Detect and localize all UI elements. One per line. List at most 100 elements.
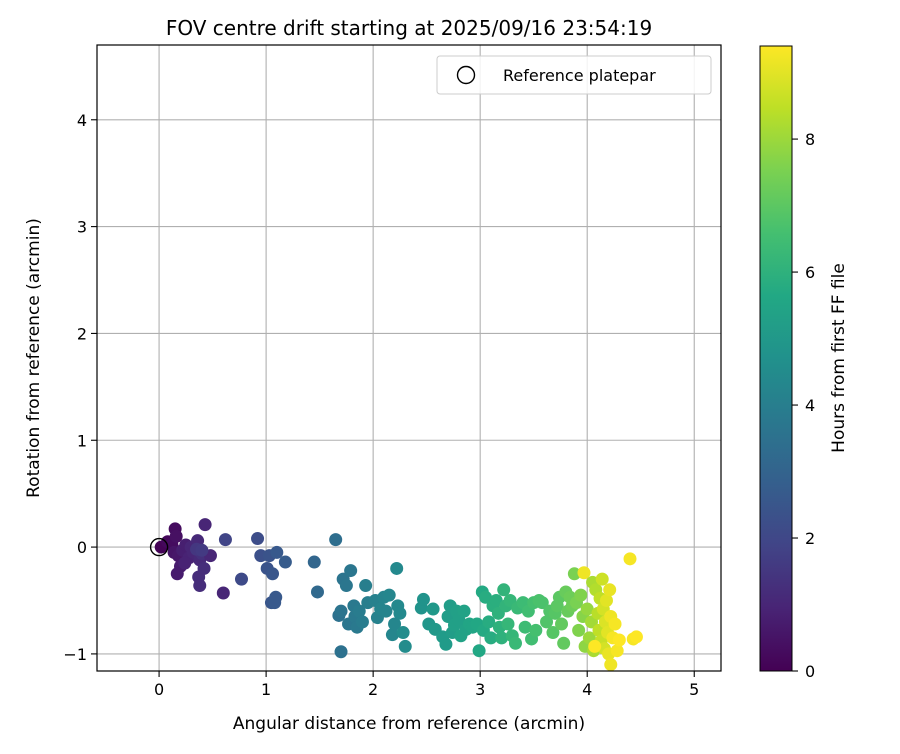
colorbar-tick-label: 0 <box>805 662 815 681</box>
data-point <box>216 586 230 600</box>
data-point <box>457 604 471 618</box>
x-tick-label: 4 <box>582 680 592 699</box>
data-point <box>546 626 560 640</box>
colorbar-tick-label: 2 <box>805 529 815 548</box>
data-point <box>495 631 509 645</box>
data-point <box>572 623 586 637</box>
colorbar: 0 2 4 6 8 Hours from first FF file <box>759 45 849 681</box>
data-point <box>352 604 366 618</box>
data-point <box>339 579 353 593</box>
data-point <box>251 532 265 546</box>
data-point <box>555 617 569 631</box>
data-point <box>479 590 493 604</box>
data-point <box>193 579 207 593</box>
data-point <box>307 555 321 569</box>
data-point <box>540 615 554 629</box>
data-point <box>329 533 343 547</box>
data-point <box>396 626 410 640</box>
y-tick-label: 1 <box>77 431 87 450</box>
data-point <box>234 572 248 586</box>
data-point <box>567 567 581 581</box>
data-point <box>266 567 280 581</box>
data-point <box>379 604 393 618</box>
data-point <box>580 602 594 616</box>
data-point <box>178 556 192 570</box>
colorbar-ticks: 0 2 4 6 8 <box>792 130 815 681</box>
x-tick-label: 3 <box>475 680 485 699</box>
data-point <box>603 583 617 597</box>
data-point <box>557 636 571 650</box>
y-tick-label: 4 <box>77 111 87 130</box>
grid <box>97 45 721 671</box>
data-point <box>197 561 211 575</box>
data-point <box>608 617 622 631</box>
data-point <box>629 630 643 644</box>
x-axis-label: Angular distance from reference (arcmin) <box>233 714 585 734</box>
data-point <box>269 590 283 604</box>
data-point <box>270 545 284 559</box>
data-point <box>170 567 184 581</box>
data-point <box>426 602 440 616</box>
colorbar-gradient <box>759 45 793 672</box>
plot-frame <box>96 44 722 672</box>
data-point <box>439 637 453 651</box>
data-points <box>154 518 643 671</box>
data-point <box>588 639 602 653</box>
data-point <box>393 606 407 620</box>
data-point <box>595 572 609 586</box>
data-point <box>612 633 626 647</box>
x-axis: 0 1 2 3 4 5 <box>154 671 699 699</box>
data-point <box>169 529 183 543</box>
data-point <box>385 628 399 642</box>
y-tick-label: −1 <box>63 645 87 664</box>
data-point <box>416 592 430 606</box>
data-point <box>577 566 591 580</box>
x-tick-label: 0 <box>154 680 164 699</box>
data-point <box>359 579 373 593</box>
colorbar-tick-label: 4 <box>805 396 815 415</box>
data-point <box>198 518 212 532</box>
data-point <box>278 555 292 569</box>
data-point <box>382 588 396 602</box>
data-point <box>574 588 588 602</box>
data-point <box>489 593 503 607</box>
data-point <box>599 593 613 607</box>
data-point <box>535 596 549 610</box>
y-axis-label: Rotation from reference (arcmin) <box>24 218 44 498</box>
legend-label-reference: Reference platepar <box>503 66 656 85</box>
y-tick-label: 3 <box>77 218 87 237</box>
colorbar-tick-label: 6 <box>805 263 815 282</box>
data-point <box>604 658 618 671</box>
data-point <box>484 631 498 645</box>
data-point <box>610 644 624 658</box>
legend: Reference platepar <box>436 55 712 95</box>
data-point <box>529 623 543 637</box>
legend-marker-reference <box>456 65 476 85</box>
data-point <box>355 615 369 629</box>
data-point <box>398 639 412 653</box>
data-point <box>218 533 232 547</box>
data-point <box>472 644 486 658</box>
legend-box <box>436 55 712 95</box>
y-axis: −1 0 1 2 3 4 <box>63 111 97 664</box>
data-point <box>501 617 515 631</box>
data-point <box>195 543 209 557</box>
data-point <box>497 583 511 597</box>
data-point <box>388 617 402 631</box>
x-tick-label: 1 <box>261 680 271 699</box>
data-point <box>334 604 348 618</box>
data-point <box>334 645 348 659</box>
data-point <box>518 620 532 634</box>
chart-title: FOV centre drift starting at 2025/09/16 … <box>166 16 652 40</box>
x-tick-label: 2 <box>368 680 378 699</box>
colorbar-tick-label: 8 <box>805 130 815 149</box>
colorbar-label: Hours from first FF file <box>829 263 849 453</box>
data-point <box>623 552 637 566</box>
y-tick-label: 0 <box>77 538 87 557</box>
y-tick-label: 2 <box>77 324 87 343</box>
data-point <box>344 564 358 578</box>
x-tick-label: 5 <box>689 680 699 699</box>
reference-platepar-marker <box>149 537 169 557</box>
data-point <box>508 636 522 650</box>
